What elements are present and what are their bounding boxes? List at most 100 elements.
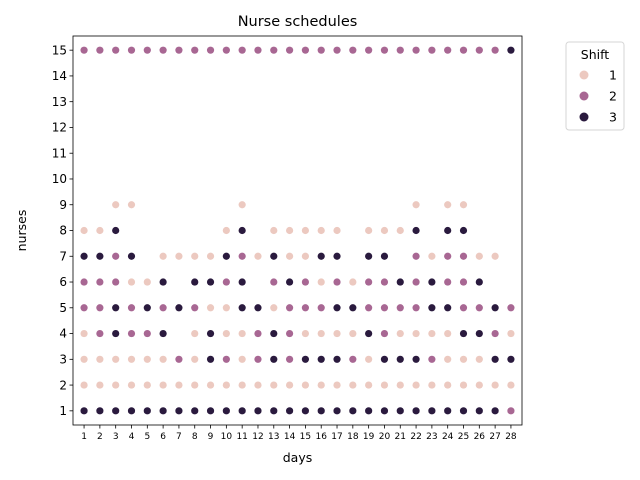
point-day8-nurse5-shift2 [191,304,199,312]
x-tick-label: 16 [315,432,327,442]
point-day13-nurse1-shift3 [270,407,278,415]
point-day17-nurse15-shift2 [333,46,341,54]
x-tick-label: 28 [505,432,517,442]
point-day3-nurse6-shift2 [112,278,120,286]
point-day23-nurse4-shift1 [428,329,436,338]
point-day23-nurse1-shift3 [428,407,436,415]
point-day10-nurse6-shift2 [222,278,230,286]
point-day9-nurse15-shift2 [206,46,215,54]
y-tick-label: 10 [52,172,67,186]
point-day15-nurse3-shift3 [301,355,310,363]
point-day15-nurse4-shift1 [301,329,310,338]
point-day13-nurse5-shift1 [270,304,278,312]
y-tick-label: 4 [59,327,67,341]
point-day20-nurse5-shift2 [380,304,389,312]
point-day11-nurse8-shift3 [238,226,246,235]
point-day19-nurse3-shift1 [365,355,373,363]
point-day8-nurse1-shift3 [191,407,199,415]
point-day17-nurse3-shift3 [333,355,341,363]
point-day25-nurse1-shift3 [459,407,468,415]
point-day15-nurse7-shift1 [301,252,310,260]
y-tick-label: 7 [59,249,67,263]
y-tick-label: 15 [52,43,67,57]
point-day13-nurse6-shift2 [270,278,278,286]
x-axis-label: days [283,450,313,465]
point-day7-nurse3-shift2 [175,355,183,363]
point-day9-nurse1-shift3 [206,407,215,415]
point-day21-nurse3-shift3 [396,355,404,363]
y-tick-label: 14 [52,69,67,83]
point-day5-nurse3-shift1 [143,355,151,363]
legend-marker-shift-3 [579,112,589,122]
point-day7-nurse2-shift1 [175,381,183,389]
point-day24-nurse2-shift1 [444,381,452,389]
y-tick-label: 12 [52,121,67,135]
y-tick-label: 5 [59,301,67,315]
point-day5-nurse15-shift2 [143,46,151,54]
point-day18-nurse6-shift1 [349,278,357,286]
point-day17-nurse2-shift1 [333,381,341,389]
point-day13-nurse2-shift1 [270,381,278,389]
point-day22-nurse6-shift2 [412,278,420,286]
y-tick-label: 6 [59,275,67,289]
point-day27-nurse1-shift3 [491,407,499,415]
point-day24-nurse6-shift2 [444,278,452,286]
x-tick-label: 23 [426,432,437,442]
point-day1-nurse2-shift1 [80,381,88,389]
point-day24-nurse3-shift1 [444,355,452,363]
point-day25-nurse5-shift2 [459,304,468,312]
point-day24-nurse1-shift3 [444,407,452,415]
point-day5-nurse1-shift3 [143,407,151,415]
point-day25-nurse7-shift2 [459,252,468,260]
point-day7-nurse15-shift2 [175,46,183,54]
point-day13-nurse4-shift3 [270,329,278,338]
point-day13-nurse3-shift3 [270,355,278,363]
point-day16-nurse8-shift1 [317,226,325,235]
y-tick-label: 8 [59,224,67,238]
point-day25-nurse2-shift1 [459,381,468,389]
point-day20-nurse6-shift2 [380,278,389,286]
y-axis-label: nurses [14,210,29,252]
point-day10-nurse7-shift3 [222,252,230,260]
point-day7-nurse5-shift3 [175,304,183,312]
point-day14-nurse1-shift3 [285,407,294,415]
point-day27-nurse5-shift3 [491,304,499,312]
point-day26-nurse4-shift3 [475,329,483,338]
point-day1-nurse4-shift1 [80,329,88,338]
point-day25-nurse4-shift3 [459,329,468,338]
point-day26-nurse3-shift1 [475,355,483,363]
x-tick-label: 25 [458,432,469,442]
point-day2-nurse1-shift3 [96,407,104,415]
point-day25-nurse3-shift1 [459,355,468,363]
y-tick-label: 2 [59,378,67,392]
point-day25-nurse15-shift2 [459,46,468,54]
point-day11-nurse15-shift2 [238,46,246,54]
point-day10-nurse4-shift1 [222,329,230,338]
point-day16-nurse15-shift2 [317,46,325,54]
point-day9-nurse5-shift1 [206,304,215,312]
point-day11-nurse6-shift3 [238,278,246,286]
point-day22-nurse4-shift1 [412,329,420,338]
point-day4-nurse1-shift3 [127,407,136,415]
x-tick-label: 7 [176,432,182,442]
point-day4-nurse5-shift2 [127,304,136,312]
point-day4-nurse2-shift1 [127,381,136,389]
y-tick-label: 13 [52,95,67,109]
x-tick-label: 24 [442,432,454,442]
point-day6-nurse4-shift3 [159,329,167,338]
point-day19-nurse1-shift3 [365,407,373,415]
point-day20-nurse15-shift2 [380,46,389,54]
point-day8-nurse2-shift1 [191,381,199,389]
x-axis-ticks: 1 2 3 4 5 6 7 8 9 10 11 12 13 14 15 16 17 18 19 20 21 22 23 24 2… [81,425,517,442]
point-day16-nurse2-shift1 [317,381,325,389]
point-day3-nurse1-shift3 [112,407,120,415]
point-day10-nurse5-shift1 [222,304,230,312]
point-day28-nurse1-shift2 [507,407,515,415]
point-day21-nurse4-shift1 [396,329,404,338]
point-day6-nurse15-shift2 [159,46,167,54]
point-day9-nurse3-shift3 [206,355,215,363]
data-points [80,46,515,415]
point-day14-nurse15-shift2 [285,46,294,54]
point-day27-nurse2-shift1 [491,381,499,389]
point-day7-nurse7-shift1 [175,252,183,260]
